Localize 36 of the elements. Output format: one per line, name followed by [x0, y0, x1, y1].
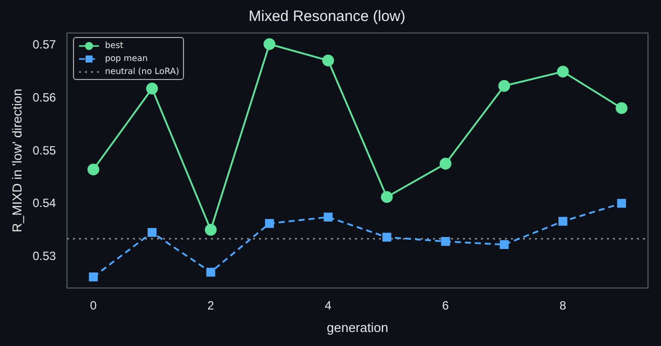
point	[324, 212, 333, 222]
point	[87, 164, 100, 176]
point	[382, 232, 392, 242]
point	[440, 158, 452, 170]
y-axis-title: R_MIXD in 'low' direction	[9, 88, 24, 232]
point	[617, 198, 626, 208]
x-tick-label: 0	[90, 298, 98, 313]
point	[322, 54, 334, 66]
point	[265, 219, 274, 228]
y-tick-label: 0.54	[32, 196, 56, 210]
legend-label: neutral (no LoRA)	[104, 66, 180, 76]
x-tick-label: 2	[207, 298, 214, 313]
y-tick-label: 0.56	[32, 90, 56, 104]
point	[558, 216, 568, 226]
point	[441, 237, 450, 246]
point	[146, 82, 158, 94]
y-tick-label: 0.55	[32, 143, 56, 158]
x-tick-label: 4	[324, 298, 332, 313]
point	[498, 80, 510, 92]
x-tick-label: 8	[560, 298, 567, 313]
point	[206, 268, 216, 277]
point	[148, 228, 156, 237]
point	[264, 38, 276, 50]
point	[500, 240, 509, 250]
y-tick-label: 0.53	[32, 249, 56, 264]
x-axis-title: generation	[326, 320, 388, 335]
legend-label: pop mean	[104, 54, 148, 64]
legend-label: best	[104, 40, 124, 50]
point	[204, 224, 217, 236]
point	[557, 66, 569, 78]
point	[380, 191, 393, 203]
y-tick-label: 0.57	[32, 37, 56, 52]
x-tick-label: 6	[442, 298, 450, 313]
point	[616, 102, 628, 114]
chart-title: Mixed Resonance (low)	[248, 8, 406, 26]
point	[88, 272, 98, 282]
